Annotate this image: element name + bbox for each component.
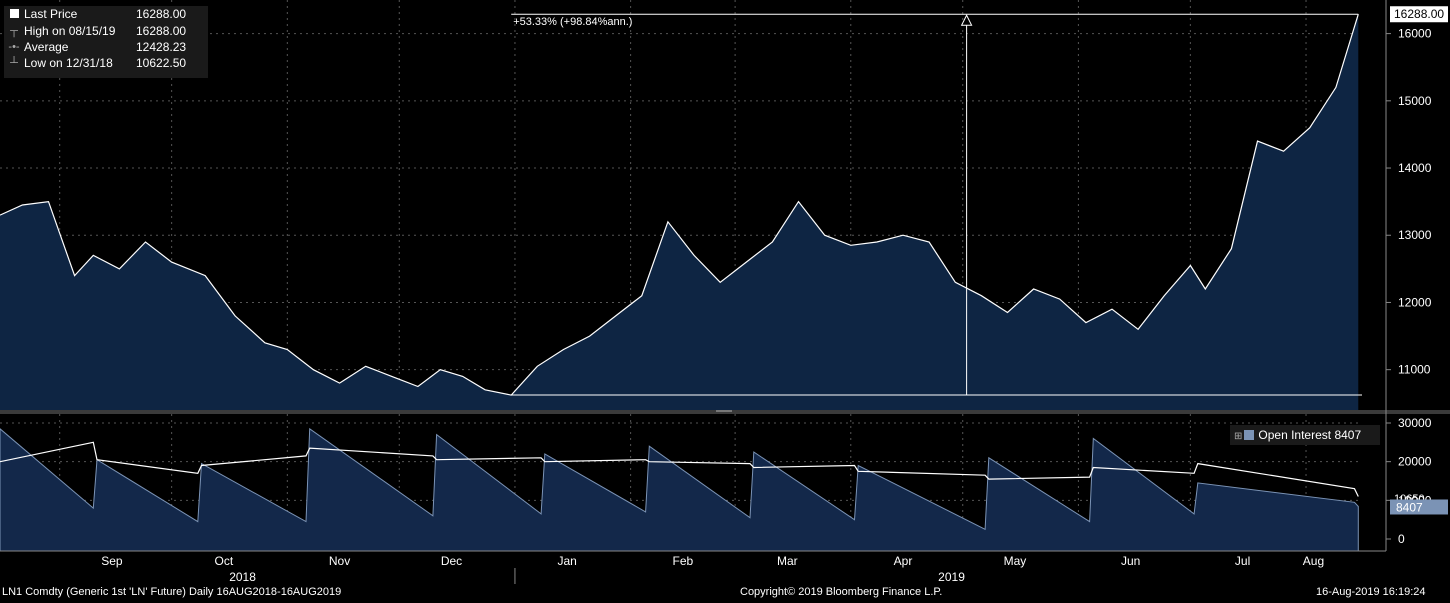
month-label: Sep (101, 554, 123, 568)
month-label: Dec (441, 554, 462, 568)
arrow-head-icon (960, 14, 973, 26)
oi-legend-value: 8407 (1334, 428, 1362, 442)
price-tick-label: 13000 (1398, 228, 1432, 242)
change-annotation: +53.33% (+98.84%ann.) (513, 16, 632, 28)
legend-label: Low on 12/31/18 (24, 56, 113, 70)
price-tick-label: 14000 (1398, 161, 1432, 175)
high-low-annotation: +53.33% (+98.84%ann.) (511, 13, 1362, 396)
axes: 11000 12000 13000 14000 15000 16000 16288.00 0 1… (0, 0, 1450, 584)
legend-label: Average (24, 40, 69, 54)
average-line-icon: -•- (8, 41, 20, 53)
footer-timestamp: 16-Aug-2019 16:19:24 (1316, 586, 1426, 598)
low-marker-icon: ┴ (10, 57, 18, 69)
oi-last-label: 8407 (1396, 500, 1423, 514)
oi-last-box (1390, 499, 1448, 515)
price-tick-label: 11000 (1398, 363, 1431, 377)
month-label: Jun (1121, 554, 1140, 568)
footer-security: LN1 Comdty (Generic 1st 'LN' Future) Dai… (2, 586, 342, 598)
price-area-fill (0, 14, 1359, 410)
price-tick-label: 12000 (1398, 295, 1432, 309)
oi-tick-label: 0 (1398, 532, 1405, 546)
month-label: Aug (1303, 554, 1324, 568)
month-label: Feb (673, 554, 694, 568)
open-interest-legend: ⊞ Open Interest 8407 (1230, 425, 1380, 445)
legend-value: 16288.00 (136, 24, 187, 38)
legend-value: 10622.50 (136, 56, 187, 70)
year-label: 2018 (229, 570, 256, 584)
square-icon (4, 6, 24, 23)
legend-row-high: ┬ High on 08/15/19 16288.00 (4, 23, 208, 39)
month-label: Nov (329, 554, 350, 568)
last-price-box (1390, 6, 1448, 23)
legend-label: High on 08/15/19 (24, 24, 116, 38)
oi-legend-label: Open Interest (1258, 428, 1332, 442)
legend-label: Last Price (24, 7, 78, 21)
year-label: 2019 (938, 570, 965, 584)
last-price-label: 16288.00 (1394, 7, 1444, 21)
month-label: Mar (777, 554, 798, 568)
oi-tick-label: 20000 (1398, 455, 1432, 469)
legend-row-average: -•- Average 12428.23 (4, 39, 208, 55)
footer-copyright: Copyright© 2019 Bloomberg Finance L.P. (740, 586, 943, 598)
month-label: May (1004, 554, 1027, 568)
month-label: Apr (894, 554, 913, 568)
month-label: Jul (1235, 554, 1250, 568)
expand-icon[interactable]: ⊞ (1234, 431, 1243, 442)
legend-value: 16288.00 (136, 7, 187, 21)
series-swatch-icon (1244, 430, 1255, 440)
high-marker-icon: ┬ (10, 25, 18, 37)
price-tick-label: 16000 (1398, 27, 1432, 41)
legend-row-low: ┴ Low on 12/31/18 10622.50 (4, 55, 208, 71)
open-interest-average-line (0, 441, 1359, 497)
legend-row-last-price: Last Price 16288.00 (4, 6, 208, 23)
price-legend: Last Price 16288.00 ┬ High on 08/15/19 1… (4, 6, 208, 78)
price-tick-label: 15000 (1398, 94, 1432, 108)
panel-resize-handle (716, 410, 732, 412)
price-line (0, 14, 1359, 396)
legend-value: 12428.23 (136, 40, 187, 54)
month-label: Jan (558, 554, 577, 568)
month-label: Oct (215, 554, 234, 568)
oi-tick-label: 30000 (1398, 416, 1432, 430)
open-interest-area (0, 427, 1359, 552)
